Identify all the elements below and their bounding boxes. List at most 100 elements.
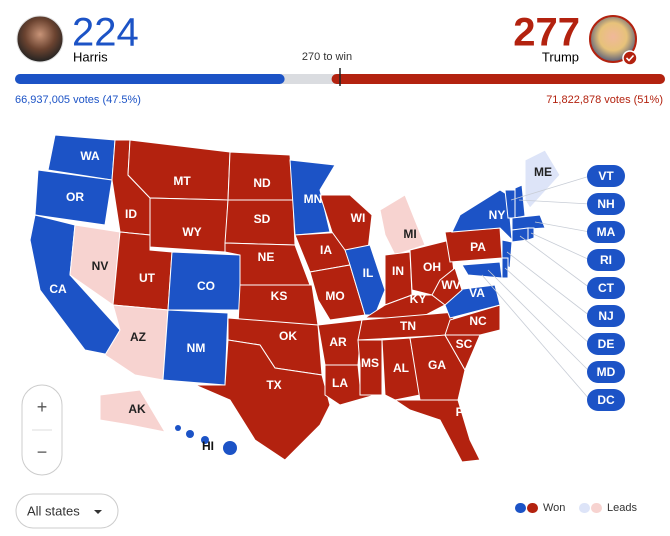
state — [381, 337, 421, 401]
state-label: NH — [597, 197, 614, 211]
state-label: SC — [456, 337, 473, 351]
state-label: AL — [393, 361, 409, 375]
state — [379, 194, 426, 256]
filter-dropdown[interactable] — [15, 493, 119, 529]
leader-line — [518, 199, 591, 205]
state — [309, 264, 366, 321]
state-label: FL — [456, 405, 471, 419]
state-label: PA — [470, 240, 486, 254]
state — [34, 169, 113, 226]
state-label: NJ — [598, 309, 613, 323]
state-label: VT — [598, 169, 614, 183]
state — [175, 425, 181, 431]
state-label: DE — [598, 337, 615, 351]
state-badge — [587, 165, 625, 187]
state-label: MN — [304, 192, 323, 206]
state-label: NV — [92, 259, 109, 273]
leader-line — [530, 232, 591, 261]
state — [393, 399, 481, 463]
leader-line — [510, 175, 591, 201]
legend-swatch — [527, 503, 538, 513]
check-icon — [625, 54, 635, 62]
trump-electoral: 277 — [513, 11, 580, 55]
state-label: IL — [363, 266, 374, 280]
leader-line — [487, 269, 591, 373]
state-badge — [587, 361, 625, 383]
state-label: OK — [279, 329, 297, 343]
state-label: MA — [597, 225, 616, 239]
state-label: WI — [351, 211, 366, 225]
state-badge — [587, 249, 625, 271]
winner-check — [622, 50, 638, 66]
legend-swatch — [579, 503, 590, 513]
state-label: ND — [253, 176, 271, 190]
state-badge — [587, 333, 625, 355]
trump-name: Trump — [542, 49, 579, 64]
state-label: LA — [332, 376, 348, 390]
legend-swatch — [515, 503, 526, 513]
state — [223, 441, 237, 455]
state-label: OR — [66, 190, 84, 204]
state-label: MI — [403, 227, 416, 241]
state-label: OH — [423, 260, 441, 274]
state-label: TN — [400, 319, 416, 333]
state-label: SD — [254, 212, 271, 226]
state — [194, 339, 331, 461]
state-label: WV — [441, 278, 460, 292]
state-badge — [587, 277, 625, 299]
legend-leads: Leads — [607, 502, 637, 514]
state-label: MS — [361, 356, 379, 370]
state-badge — [587, 221, 625, 243]
leader-line — [481, 274, 591, 401]
state-label: WA — [80, 149, 100, 163]
state-label: TX — [266, 378, 281, 392]
state-label: AZ — [130, 330, 146, 344]
state-badge — [587, 389, 625, 411]
zoom-out[interactable]: − — [37, 442, 48, 462]
state-label: RI — [600, 253, 612, 267]
harris-name: Harris — [73, 49, 108, 64]
zoom-in[interactable]: + — [37, 397, 48, 417]
state-label: IA — [320, 243, 332, 257]
state — [409, 334, 466, 401]
states — [29, 134, 561, 463]
state — [201, 436, 209, 444]
legend-won: Won — [543, 502, 565, 514]
state-label: DC — [597, 393, 615, 407]
state-badge — [587, 305, 625, 327]
leader-line — [506, 251, 591, 317]
state — [511, 214, 546, 231]
state-label: UT — [139, 271, 156, 285]
state-label: KY — [410, 292, 427, 306]
dropdown-arrow — [94, 510, 102, 514]
leader-line — [519, 235, 591, 289]
state — [127, 139, 231, 201]
state — [514, 184, 526, 219]
state-label: KS — [271, 289, 288, 303]
to-win-label: 270 to win — [302, 51, 352, 63]
trump-photo — [589, 15, 637, 63]
state — [431, 267, 463, 306]
state-label: VA — [469, 286, 485, 300]
harris-photo — [16, 15, 64, 63]
state-label: NM — [187, 341, 206, 355]
zoom-control: + − — [21, 384, 63, 476]
state-label: GA — [428, 358, 446, 372]
state-badge — [587, 193, 625, 215]
state-label: NY — [489, 208, 506, 222]
state-label: CT — [598, 281, 615, 295]
trump-votes: 71,822,878 votes (51%) — [546, 94, 663, 106]
state — [99, 389, 167, 433]
filter-label: All states — [27, 503, 80, 518]
leader-line — [534, 221, 591, 233]
state-label: NE — [258, 250, 275, 264]
harris-electoral: 224 — [72, 11, 139, 55]
state-label: CA — [49, 282, 67, 296]
state-label: CO — [197, 279, 215, 293]
state-label: NC — [469, 314, 487, 328]
state — [186, 430, 194, 438]
state-label: MD — [597, 365, 616, 379]
harris-bar — [15, 74, 285, 84]
state-label: AR — [329, 335, 347, 349]
